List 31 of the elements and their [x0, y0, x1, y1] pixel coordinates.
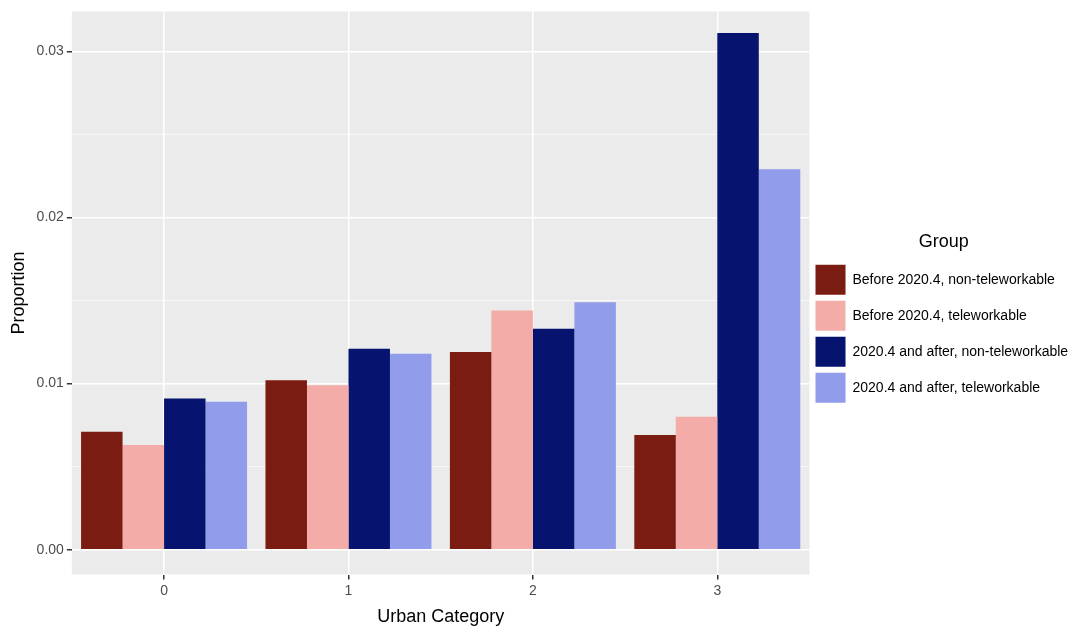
bar — [389, 353, 432, 549]
y-tick-label: 0.02 — [36, 208, 65, 225]
bar — [122, 445, 165, 549]
x-tick-label: 2 — [528, 581, 537, 598]
x-tick-label: 0 — [160, 581, 169, 598]
bar — [306, 385, 349, 549]
x-tick-label: 3 — [713, 581, 722, 598]
legend-label: Before 2020.4, teleworkable — [852, 306, 1028, 323]
legend-label: 2020.4 and after, teleworkable — [852, 378, 1041, 395]
y-axis-title: Proportion — [7, 251, 28, 335]
bar — [449, 351, 492, 549]
x-axis-title: Urban Category — [377, 606, 505, 627]
bar — [532, 328, 575, 549]
bar — [348, 348, 390, 549]
bar — [164, 398, 206, 549]
bar — [205, 401, 248, 549]
x-tick-label: 1 — [344, 581, 353, 598]
bar — [634, 435, 676, 549]
bar — [265, 380, 307, 549]
bar — [574, 302, 616, 549]
bar — [81, 431, 123, 549]
y-tick-label: 0.03 — [36, 42, 65, 59]
bar — [491, 310, 533, 549]
bar — [758, 169, 801, 549]
legend-title: Group — [918, 231, 969, 252]
y-tick-label: 0.01 — [36, 374, 65, 391]
y-tick-label: 0.00 — [36, 540, 65, 557]
legend-label: 2020.4 and after, non-teleworkable — [852, 342, 1069, 359]
bar — [675, 416, 718, 549]
bar — [717, 33, 759, 549]
legend-label: Before 2020.4, non-teleworkable — [852, 270, 1056, 287]
